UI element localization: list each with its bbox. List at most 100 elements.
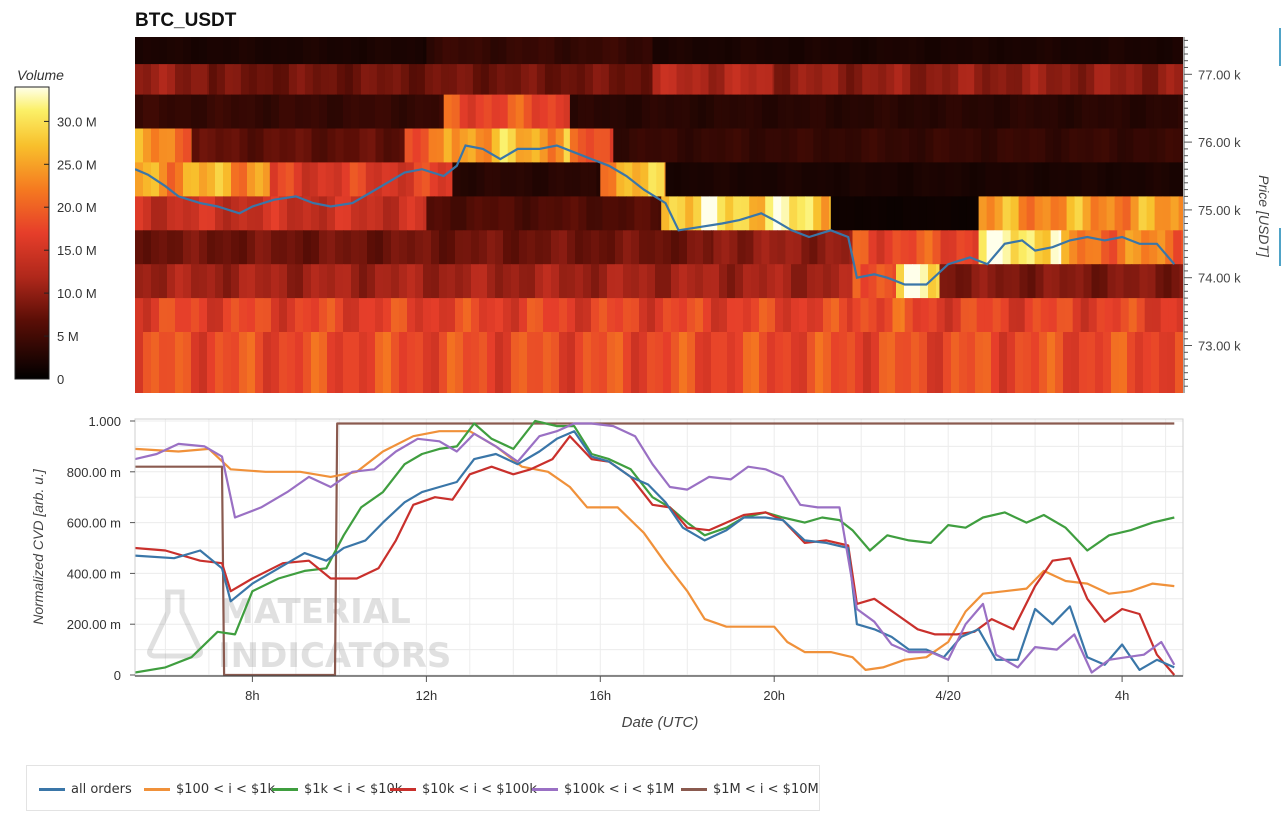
heatmap-cell [765, 196, 774, 231]
heatmap-cell [279, 37, 288, 65]
heatmap-cell [459, 94, 469, 130]
heatmap-cell [799, 298, 808, 333]
heatmap-cell [1032, 298, 1042, 333]
heatmap-cell [801, 230, 810, 265]
heatmap-cell [801, 162, 811, 197]
heatmap-cell [986, 230, 996, 265]
heatmap-cell [591, 332, 600, 393]
heatmap-cell [311, 128, 321, 163]
heatmap-cell [335, 230, 344, 265]
heatmap-cell [423, 37, 427, 65]
heatmap-cell [1121, 162, 1131, 197]
heatmap-cell [431, 332, 440, 393]
heatmap-cell [616, 162, 625, 197]
heatmap-cell [563, 128, 571, 163]
heatmap-cell [1093, 230, 1102, 265]
heatmap-cell [255, 162, 264, 197]
heatmap-cell [892, 230, 902, 265]
heatmap-cell [175, 264, 184, 299]
heatmap-cell [255, 332, 264, 393]
heatmap-cell [503, 264, 512, 299]
legend-item[interactable]: $10k < i < $100k [390, 766, 537, 812]
heatmap-cell [167, 298, 176, 333]
heatmap-cell [945, 94, 955, 130]
heatmap-cell [183, 64, 192, 96]
heatmap-cell [655, 332, 664, 393]
heatmap-cell [1010, 196, 1020, 231]
colorbar-tick-label: 0 [57, 372, 64, 387]
cvd-y-tick-label: 0 [114, 668, 121, 683]
heatmap-cell [857, 94, 867, 130]
legend-item[interactable]: $100 < i < $1k [144, 766, 275, 812]
heatmap-cell [391, 94, 400, 130]
heatmap-cell [673, 162, 683, 197]
heatmap-cell [687, 230, 696, 265]
heatmap-cell [733, 196, 742, 231]
heatmap-cell [580, 162, 589, 197]
heatmap-cell [159, 37, 168, 65]
heatmap-cell [831, 298, 840, 333]
legend-item[interactable]: $1M < i < $10M [681, 766, 819, 812]
heatmap-cell [263, 264, 272, 299]
legend-item[interactable]: $100k < i < $1M [532, 766, 674, 812]
legend-item[interactable]: $1k < i < $10k [272, 766, 402, 812]
heatmap-cell [1023, 332, 1032, 393]
heatmap-cell [1041, 94, 1051, 130]
heatmap-cell [960, 298, 970, 333]
heatmap-cell [474, 37, 483, 65]
heatmap-cell [263, 298, 272, 333]
cvd-y-tick-label: 600.00 m [67, 516, 121, 531]
heatmap-cell [239, 162, 248, 197]
colorbar-ticks: 0 5 M 10.0 M 15.0 M 20.0 M 25.0 M 30.0 M [44, 114, 97, 387]
heatmap-cell [981, 128, 990, 163]
heatmap-cell [740, 64, 750, 96]
heatmap-cell [1088, 298, 1098, 333]
heatmap-cell [295, 128, 305, 163]
heatmap-cell [231, 332, 240, 393]
heatmap-cell [183, 298, 192, 333]
heatmap-cell [711, 264, 720, 299]
heatmap-cell [1173, 128, 1182, 163]
heatmap-cell [949, 128, 958, 163]
heatmap-cell [860, 298, 870, 333]
heatmap-cell [681, 162, 691, 197]
heatmap-cell [335, 196, 344, 231]
heatmap-cell [727, 264, 736, 299]
heatmap-cell [701, 196, 710, 231]
heatmap-cell [1137, 162, 1147, 197]
heatmap-cell [767, 298, 776, 333]
heatmap-cell [523, 128, 533, 163]
heatmap-cell [269, 162, 279, 197]
heatmap-cell [735, 298, 744, 333]
heatmap-cell [708, 37, 718, 65]
heatmap-cell [343, 298, 352, 333]
heatmap-cell [1056, 298, 1066, 333]
heatmap-cell [642, 37, 651, 65]
heatmap-cell [790, 64, 799, 96]
heatmap-cell [845, 128, 854, 163]
heatmap-cell [769, 94, 779, 130]
heatmap-cell [905, 162, 915, 197]
heatmap-cell [384, 64, 394, 96]
heatmap-cell [993, 162, 1003, 197]
heatmap-cell [961, 94, 971, 130]
heatmap-cell [231, 230, 240, 265]
heatmap-cell [1073, 162, 1083, 197]
heatmap-cell [239, 37, 248, 65]
legend-item[interactable]: all orders [39, 766, 132, 812]
heatmap-cell [820, 37, 830, 65]
heatmap-cell [788, 37, 798, 65]
heatmap-cell [365, 162, 375, 197]
heatmap-cell [223, 94, 232, 130]
heatmap-cell [552, 64, 562, 96]
heatmap-cell [463, 298, 472, 333]
heatmap-cell [937, 94, 947, 130]
heatmap-cell [215, 37, 224, 65]
heatmap-cell [705, 162, 715, 197]
heatmap-cell [223, 264, 232, 299]
heatmap-cell [247, 128, 257, 163]
heatmap-cell [966, 196, 976, 231]
heatmap-cell [829, 128, 838, 163]
heatmap-cell [135, 264, 144, 299]
heatmap-cell [624, 162, 633, 197]
